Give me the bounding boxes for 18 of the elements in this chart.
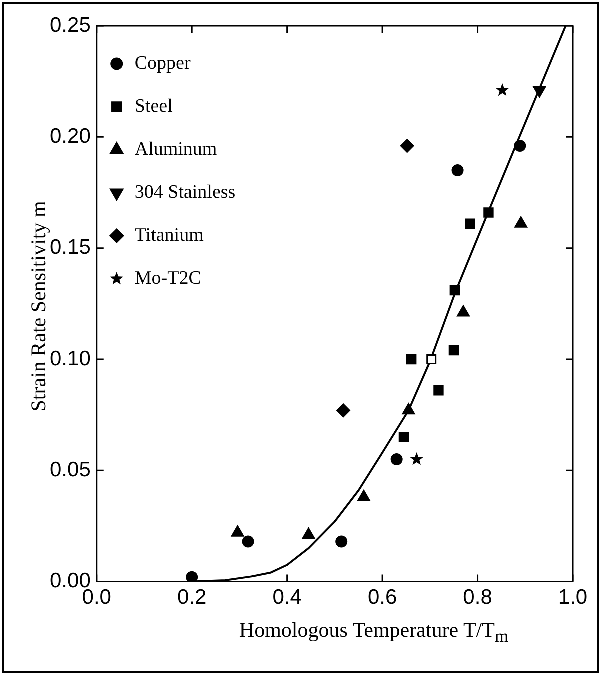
legend-label: Mo-T2C (134, 268, 202, 289)
x-tick-label: 0.6 (368, 586, 398, 610)
y-tick-label: 0.25 (50, 14, 91, 37)
x-tick-label: 0.4 (272, 586, 302, 610)
x-tick-label: 0.2 (177, 586, 207, 610)
x-axis-title: Homologous Temperature T/T$_{m}$ (238, 618, 510, 648)
legend-label: Steel (134, 96, 173, 117)
legend-label: Aluminum (134, 138, 218, 160)
legend-label: 304 Stainless (134, 182, 236, 203)
legend-label: Titanium (134, 224, 204, 246)
y-axis-title: Strain Rate Sensitivity m (26, 200, 50, 414)
legend-label: Copper (134, 52, 192, 74)
y-tick-label: 0.20 (50, 124, 91, 148)
y-tick-label: 0.05 (50, 458, 91, 482)
x-tick-label: 1.0 (558, 586, 588, 610)
y-tick-label: 0.10 (50, 347, 91, 370)
x-tick-label: 0.8 (463, 586, 492, 610)
y-tick-label: 0.15 (50, 236, 91, 260)
